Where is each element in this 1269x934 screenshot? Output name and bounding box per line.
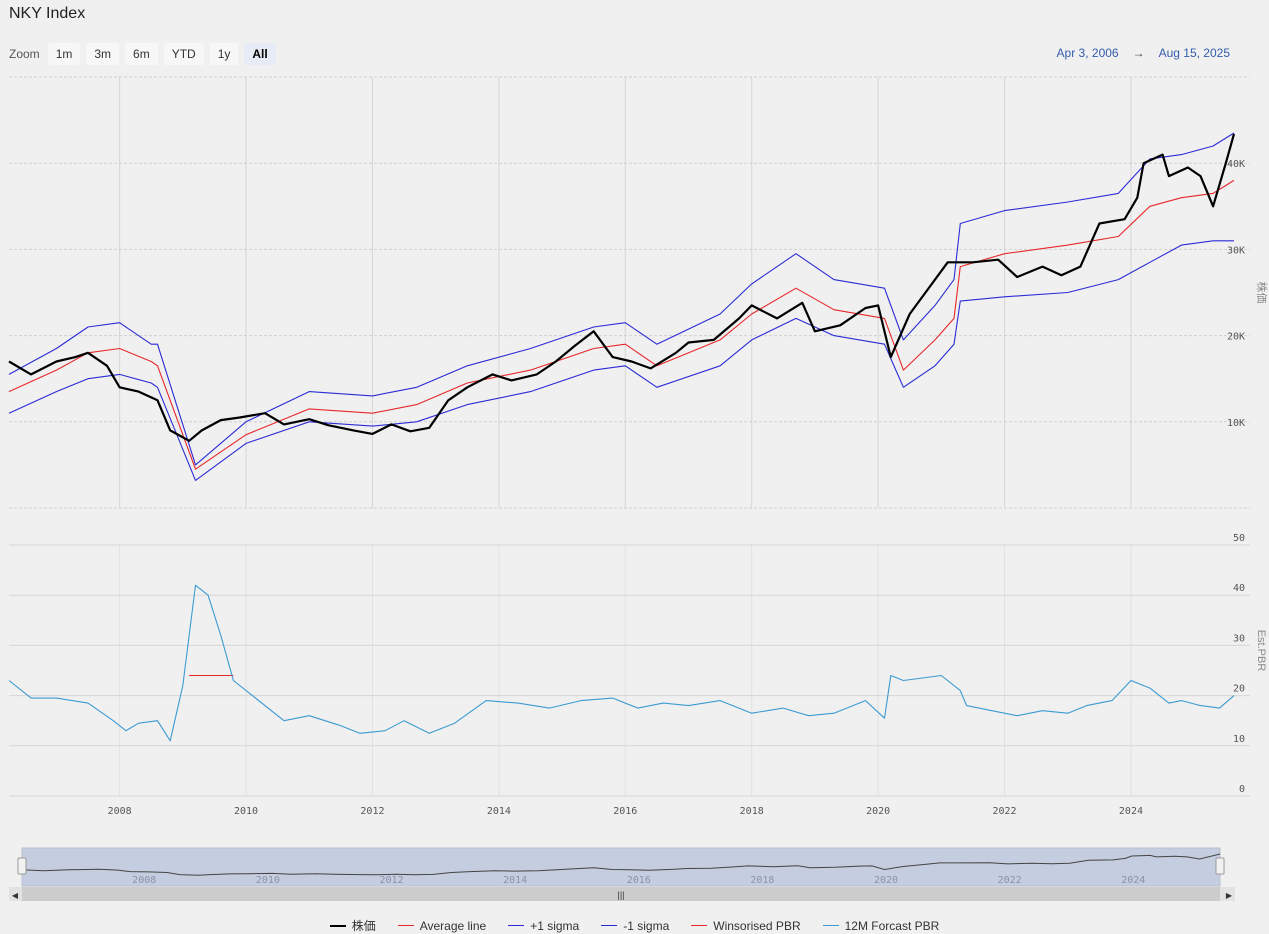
series-line-株価 bbox=[8, 133, 1236, 442]
zoom-all-button[interactable]: All bbox=[244, 43, 276, 65]
y-tick-label: 30 bbox=[1233, 633, 1245, 644]
y-axis-title: 株価 bbox=[1255, 282, 1269, 304]
series-line-12m-forcast-pbr bbox=[8, 584, 1235, 742]
date-range: Apr 3, 2006 → Aug 15, 2025 bbox=[1057, 46, 1230, 60]
y-tick-label: 10 bbox=[1233, 734, 1245, 745]
x-tick-label: 2018 bbox=[740, 806, 764, 817]
x-tick-label: 2024 bbox=[1119, 806, 1143, 817]
x-tick-label: 2008 bbox=[108, 806, 132, 817]
legend-item-average[interactable]: Average line bbox=[397, 917, 487, 934]
x-tick-label: 2016 bbox=[613, 806, 637, 817]
scrollbar-grip-icon: ||| bbox=[617, 890, 624, 900]
navigator-tick-label: 2016 bbox=[627, 875, 651, 886]
range-from-input[interactable]: Apr 3, 2006 bbox=[1056, 46, 1119, 60]
legend-item-plus-sigma[interactable]: +1 sigma bbox=[508, 917, 579, 934]
x-tick-label: 2012 bbox=[360, 806, 384, 817]
y-tick-label: 40 bbox=[1233, 583, 1245, 594]
navigator-tick-label: 2012 bbox=[379, 875, 403, 886]
zoom-1y-button[interactable]: 1y bbox=[209, 43, 239, 65]
y-axis-title: Est.PBR bbox=[1255, 630, 1267, 672]
zoom-1m-button[interactable]: 1m bbox=[47, 43, 81, 65]
legend-label: +1 sigma bbox=[530, 918, 580, 933]
legend-label: 株価 bbox=[351, 919, 376, 933]
zoom-bar: Zoom 1m 3m 6m YTD 1y All bbox=[9, 43, 276, 65]
navigator-handle bbox=[17, 857, 27, 875]
navigator-tick-label: 2022 bbox=[998, 875, 1022, 886]
navigator-tick-label: 2018 bbox=[750, 875, 774, 886]
x-tick-label: 2020 bbox=[866, 806, 890, 817]
y-tick-label: 10K bbox=[1227, 418, 1245, 429]
legend-label: Winsorised PBR bbox=[713, 918, 801, 933]
navigator-series bbox=[21, 853, 1221, 876]
legend-item-forecast[interactable]: 12M Forcast PBR bbox=[822, 917, 940, 934]
legend-item-winsorised[interactable]: Winsorised PBR bbox=[691, 917, 801, 934]
y-tick-label: 20K bbox=[1227, 332, 1245, 343]
series-line-+1-sigma bbox=[8, 132, 1235, 466]
legend-symbol bbox=[822, 925, 839, 926]
legend-item-price[interactable]: 株価 bbox=[329, 917, 376, 934]
legend-label: 12M Forcast PBR bbox=[844, 918, 940, 933]
navigator[interactable]: 2008 2010 2012 2014 2016 2018 2020 2022 2024 ||| ◀… bbox=[9, 847, 1235, 901]
series-line-average-line bbox=[8, 179, 1235, 470]
legend-symbol bbox=[691, 925, 708, 926]
legend-label: -1 sigma bbox=[623, 918, 670, 933]
navigator-tick-label: 2024 bbox=[1121, 875, 1145, 886]
y-tick-label: 50 bbox=[1233, 533, 1245, 544]
scroll-left-icon: ◀ bbox=[12, 891, 19, 900]
navigator-handle bbox=[1215, 857, 1225, 875]
zoom-ytd-button[interactable]: YTD bbox=[163, 43, 204, 65]
navigator-tick-label: 2020 bbox=[874, 875, 898, 886]
zoom-3m-button[interactable]: 3m bbox=[86, 43, 120, 65]
series-line--1-sigma bbox=[8, 240, 1234, 481]
navigator-tick-label: 2008 bbox=[132, 875, 156, 886]
lower-plot: 2008 2010 2012 2014 2016 2018 2020 2022 2024 0 10 2… bbox=[8, 533, 1267, 817]
range-to-input[interactable]: Aug 15, 2025 bbox=[1158, 46, 1230, 60]
legend-item-minus-sigma[interactable]: -1 sigma bbox=[601, 917, 669, 934]
zoom-6m-button[interactable]: 6m bbox=[125, 43, 158, 65]
scroll-right-icon: ▶ bbox=[1226, 891, 1233, 900]
legend-symbol bbox=[329, 924, 346, 927]
upper-plot: 10K 20K 30K 40K 株価 bbox=[8, 76, 1269, 509]
y-tick-label: 30K bbox=[1227, 245, 1245, 256]
zoom-label: Zoom bbox=[9, 47, 40, 61]
y-tick-label: 40K bbox=[1227, 159, 1245, 170]
navigator-window bbox=[21, 847, 1221, 887]
x-tick-label: 2014 bbox=[487, 806, 511, 817]
legend-symbol bbox=[508, 925, 525, 926]
legend-symbol bbox=[601, 925, 618, 926]
x-tick-label: 2010 bbox=[234, 806, 258, 817]
y-tick-label: 20 bbox=[1233, 684, 1245, 695]
navigator-tick-label: 2014 bbox=[503, 875, 527, 886]
legend-symbol bbox=[397, 925, 414, 926]
chart-title: NKY Index bbox=[9, 5, 86, 22]
legend: 株価 Average line +1 sigma -1 sigma Winsor… bbox=[0, 917, 1269, 934]
y-tick-label: 0 bbox=[1239, 784, 1245, 795]
legend-label: Average line bbox=[419, 918, 487, 933]
navigator-tick-label: 2010 bbox=[256, 875, 280, 886]
x-tick-label: 2022 bbox=[993, 806, 1017, 817]
scrollbar-thumb bbox=[22, 887, 1220, 901]
range-arrow-icon: → bbox=[1132, 46, 1145, 60]
